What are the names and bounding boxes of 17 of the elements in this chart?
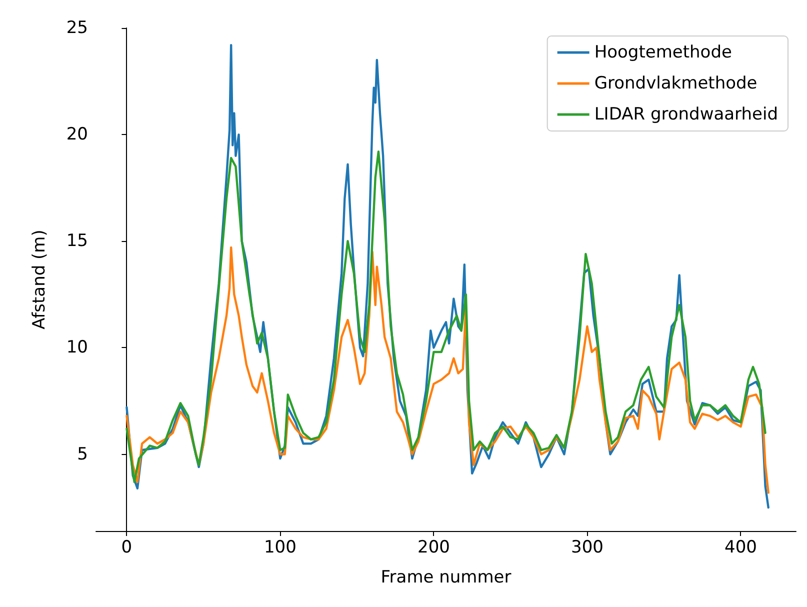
line-series <box>126 150 766 484</box>
legend-label: Hoogtemethode <box>594 42 732 62</box>
x-tick-label: 400 <box>724 538 757 558</box>
y-tick-label: 25 <box>66 18 88 38</box>
y-tick-label: 5 <box>77 444 88 464</box>
legend-label: LIDAR grondwaarheid <box>594 104 778 124</box>
x-tick-label: 0 <box>121 538 132 558</box>
x-axis-title: Frame nummer <box>380 568 512 588</box>
x-tick-label: 300 <box>571 538 604 558</box>
y-tick-label: 20 <box>66 124 88 145</box>
y-tick-label: 15 <box>66 231 88 252</box>
line-series <box>126 246 770 494</box>
y-tick-label: 10 <box>66 338 88 358</box>
legend-label: Grondvlakmethode <box>594 74 758 94</box>
y-axis-title: Afstand (m) <box>30 230 50 330</box>
x-tick-label: 100 <box>264 538 296 558</box>
x-tick-label: 200 <box>417 538 450 558</box>
